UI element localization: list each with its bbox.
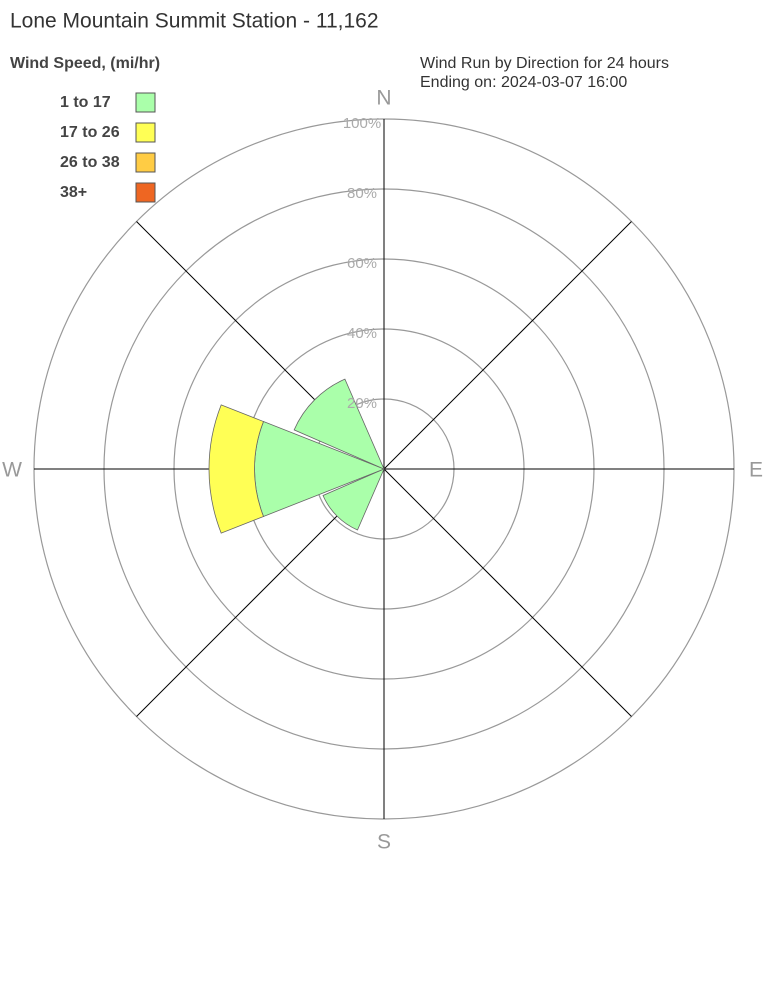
legend-swatch xyxy=(135,122,156,143)
r-tick-label: 100% xyxy=(343,115,381,132)
chart-title: Lone Mountain Summit Station - 11,162 xyxy=(10,10,379,33)
legend-swatch xyxy=(135,182,156,203)
direction-label: W xyxy=(2,459,22,482)
r-tick-label: 80% xyxy=(347,185,377,202)
legend-title: Wind Speed, (mi/hr) xyxy=(10,55,160,72)
legend-label: 26 to 38 xyxy=(60,154,120,171)
spoke xyxy=(383,468,632,717)
legend-swatch xyxy=(135,152,156,173)
r-tick-label: 20% xyxy=(347,395,377,412)
r-tick-label: 40% xyxy=(347,325,377,342)
legend-label: 1 to 17 xyxy=(60,94,111,111)
wedge xyxy=(293,378,385,470)
spoke xyxy=(383,221,632,470)
subtitle: Wind Run by Direction for 24 hours xyxy=(420,55,669,72)
legend-label: 17 to 26 xyxy=(60,124,120,141)
r-tick-label: 60% xyxy=(347,255,377,272)
subtitle: Ending on: 2024-03-07 16:00 xyxy=(420,74,627,91)
wedge xyxy=(322,468,385,531)
direction-label: E xyxy=(749,459,763,482)
direction-label: N xyxy=(376,87,391,110)
direction-label: S xyxy=(377,831,391,854)
legend-swatch xyxy=(135,92,156,113)
legend-label: 38+ xyxy=(60,184,87,201)
